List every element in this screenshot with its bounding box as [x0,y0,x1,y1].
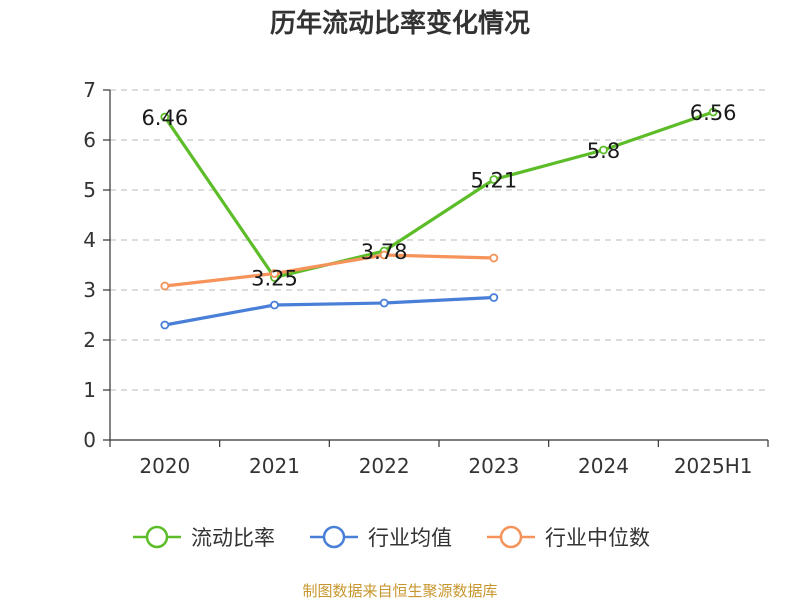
x-tick-label: 2024 [578,454,629,478]
y-tick-label: 4 [83,228,96,252]
y-tick-label: 6 [83,128,96,152]
chart-title: 历年流动比率变化情况 [270,8,530,39]
x-tick-label: 2021 [249,454,300,478]
legend-label: 行业中位数 [545,526,650,550]
data-point[interactable] [489,253,499,263]
data-point[interactable] [708,107,718,117]
y-tick-label: 2 [83,328,96,352]
data-point[interactable] [489,175,499,184]
series-lines [160,107,718,330]
data-label: 6.56 [690,101,737,125]
legend[interactable]: 流动比率 行业均值 行业中位数 [133,525,650,550]
y-tick-label: 5 [83,178,96,202]
data-point[interactable] [489,293,499,302]
data-labels: 6.46 3.25 3.78 5.21 5.8 6.56 [141,101,736,291]
series-line [163,110,714,280]
data-point[interactable] [379,298,389,308]
legend-label: 流动比率 [191,526,275,550]
legend-marker [322,525,346,549]
y-tick-label: 3 [83,278,96,302]
source-note: 制图数据来自恒生聚源数据库 [302,582,497,600]
legend-label: 行业均值 [368,526,452,550]
legend-marker [499,525,523,549]
data-label: 5.21 [470,169,517,193]
data-label: 5.8 [587,139,620,163]
x-tick-label: 2023 [468,454,519,478]
data-point[interactable] [160,112,170,122]
x-tick-label: 2022 [359,454,410,478]
series-line [164,253,494,288]
data-point[interactable] [599,145,608,155]
data-label: 6.46 [141,106,188,130]
series-line [164,295,494,327]
y-tick-label: 1 [83,378,96,402]
y-tick-label: 0 [83,428,96,452]
data-point[interactable] [379,250,389,260]
data-point[interactable] [160,320,170,330]
legend-item[interactable]: 行业中位数 [487,525,650,550]
x-tick-label: 2025H1 [674,454,753,478]
data-point[interactable] [270,300,279,310]
data-point[interactable] [160,281,170,291]
grid-lines [110,89,768,391]
legend-marker [145,525,169,549]
legend-item[interactable]: 行业均值 [310,525,452,550]
data-label: 3.25 [251,267,298,291]
axes: 0 1 2 3 4 5 6 7 2020 2021 2022 2023 2024 2025H1 [83,78,769,478]
x-tick-label: 2020 [139,454,190,478]
y-tick-label: 7 [83,78,96,102]
data-label: 3.78 [361,240,408,264]
legend-item[interactable]: 流动比率 [133,525,275,550]
data-point[interactable] [270,269,279,278]
